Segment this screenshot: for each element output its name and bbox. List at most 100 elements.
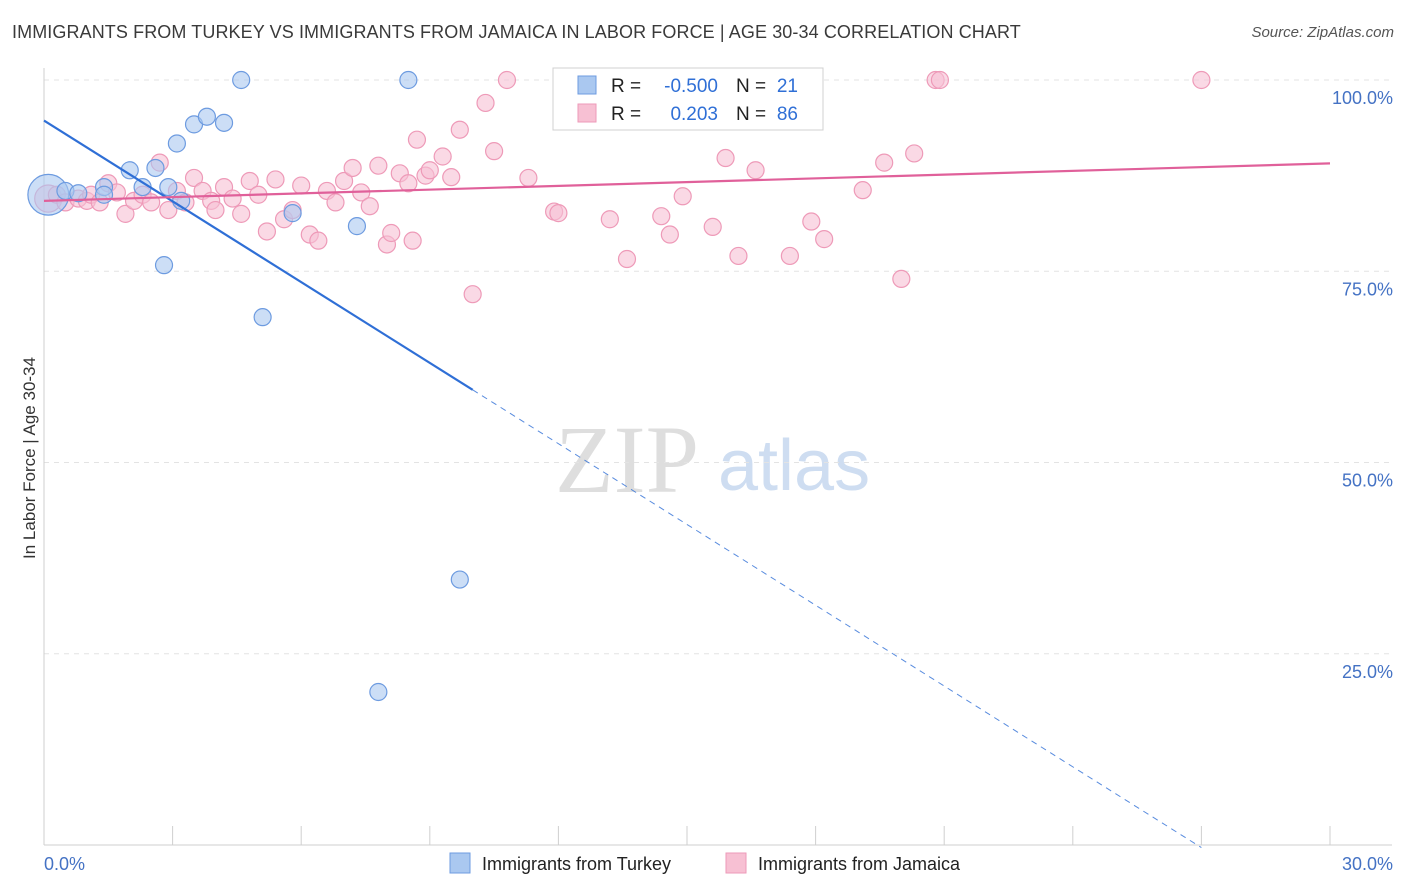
stats-legend-r-value-jamaica: 0.203 <box>670 104 718 125</box>
stats-legend-r-value-turkey: -0.500 <box>664 76 718 97</box>
point-jamaica-24 <box>240 171 259 191</box>
point-jamaica-23 <box>232 204 251 223</box>
point-jamaica-63 <box>703 217 722 236</box>
point-jamaica-60 <box>652 207 671 226</box>
series-legend-swatch-turkey <box>449 852 471 874</box>
point-jamaica-49 <box>442 168 461 187</box>
point-jamaica-58 <box>600 210 619 229</box>
source-credit: Source: ZipAtlas.com <box>1251 24 1394 41</box>
y-axis-label: In Labor Force | Age 30-34 <box>20 357 39 559</box>
point-jamaica-76 <box>1192 70 1211 90</box>
trend-line-jamaica <box>43 162 1331 202</box>
point-turkey-13 <box>197 107 216 126</box>
y-tick-label-3: 100.0% <box>1332 88 1393 108</box>
y-tick-label-0: 25.0% <box>1342 662 1393 682</box>
stats-legend-n-value-jamaica: 86 <box>777 104 798 125</box>
point-jamaica-59 <box>617 249 637 269</box>
point-jamaica-38 <box>360 197 379 216</box>
point-turkey-9 <box>159 178 178 197</box>
point-turkey-16 <box>253 308 272 327</box>
point-jamaica-57 <box>549 204 568 223</box>
point-jamaica-64 <box>716 148 735 168</box>
point-turkey-14 <box>214 113 234 132</box>
y-tick-label-1: 50.0% <box>1342 471 1393 491</box>
point-jamaica-41 <box>382 223 401 243</box>
point-turkey-18 <box>347 217 367 236</box>
stats-legend-r-label-turkey: R = <box>611 76 641 97</box>
point-turkey-8 <box>154 256 174 275</box>
point-jamaica-50 <box>450 120 469 139</box>
point-turkey-19 <box>369 682 388 702</box>
series-legend-label-turkey: Immigrants from Turkey <box>482 854 671 874</box>
point-jamaica-75 <box>930 70 950 90</box>
x-tick-label-0: 0.0% <box>44 854 85 874</box>
point-jamaica-26 <box>257 222 277 241</box>
point-jamaica-51 <box>463 285 482 304</box>
point-jamaica-35 <box>334 171 354 191</box>
point-jamaica-66 <box>746 161 765 180</box>
stats-legend-r-label-jamaica: R = <box>611 104 641 125</box>
point-turkey-2 <box>69 184 88 203</box>
point-jamaica-62 <box>673 187 692 206</box>
point-turkey-10 <box>167 134 186 153</box>
chart-title: IMMIGRANTS FROM TURKEY VS IMMIGRANTS FRO… <box>12 22 1021 42</box>
point-jamaica-34 <box>326 193 345 212</box>
point-jamaica-32 <box>309 231 328 250</box>
watermark-zip: ZIP <box>555 406 699 513</box>
watermark-atlas: atlas <box>718 426 870 506</box>
point-jamaica-71 <box>875 153 894 172</box>
stats-legend-box <box>552 67 824 131</box>
point-turkey-17 <box>283 204 302 223</box>
series-turkey <box>27 70 469 702</box>
y-tick-label-2: 75.0% <box>1342 279 1393 299</box>
point-jamaica-67 <box>780 246 799 266</box>
trend-lines <box>43 119 1331 849</box>
point-jamaica-43 <box>399 174 418 193</box>
point-jamaica-55 <box>519 168 538 188</box>
point-jamaica-69 <box>815 230 834 249</box>
trend-line-turkey <box>43 119 474 391</box>
point-jamaica-12 <box>142 193 161 212</box>
point-turkey-7 <box>146 158 165 178</box>
point-jamaica-39 <box>369 156 388 175</box>
series-legend-label-jamaica: Immigrants from Jamaica <box>758 854 961 874</box>
point-jamaica-9 <box>116 204 135 223</box>
point-jamaica-44 <box>403 231 422 250</box>
point-jamaica-36 <box>343 158 362 178</box>
point-jamaica-17 <box>184 168 204 188</box>
stats-legend-swatch-jamaica <box>577 103 597 123</box>
point-jamaica-54 <box>497 70 517 90</box>
grid-lines <box>44 79 1392 655</box>
point-jamaica-73 <box>905 144 924 163</box>
stats-legend-n-label-turkey: N = <box>736 76 766 97</box>
point-turkey-20 <box>399 70 418 90</box>
point-jamaica-61 <box>660 225 679 244</box>
trend-line-turkey-extrapolated <box>472 389 1202 849</box>
series-legend: Immigrants from Turkey Immigrants from J… <box>449 852 961 874</box>
series-legend-swatch-jamaica <box>725 852 747 874</box>
point-turkey-4 <box>94 185 114 204</box>
point-jamaica-30 <box>292 176 311 195</box>
point-jamaica-68 <box>802 212 821 231</box>
point-turkey-21 <box>450 570 469 589</box>
stats-legend: R = -0.500 N = 21 R = 0.203 N = 86 <box>552 67 824 131</box>
stats-legend-n-label-jamaica: N = <box>736 104 766 125</box>
point-jamaica-20 <box>206 200 225 220</box>
x-tick-labels: 0.0% 30.0% <box>44 854 1393 874</box>
stats-legend-swatch-turkey <box>577 75 597 95</box>
point-jamaica-14 <box>159 200 178 220</box>
point-turkey-15 <box>232 70 251 90</box>
point-jamaica-53 <box>485 142 504 161</box>
point-jamaica-52 <box>476 93 495 113</box>
point-jamaica-45 <box>407 130 427 149</box>
x-tick-label-1: 30.0% <box>1342 854 1393 874</box>
point-jamaica-70 <box>853 181 872 200</box>
stats-legend-n-value-turkey: 21 <box>777 76 798 97</box>
point-jamaica-27 <box>266 170 285 189</box>
point-jamaica-72 <box>892 269 911 288</box>
point-jamaica-65 <box>729 246 748 266</box>
y-tick-labels: 25.0% 50.0% 75.0% 100.0% <box>1332 88 1393 682</box>
point-jamaica-47 <box>420 161 439 180</box>
point-jamaica-22 <box>223 189 242 208</box>
